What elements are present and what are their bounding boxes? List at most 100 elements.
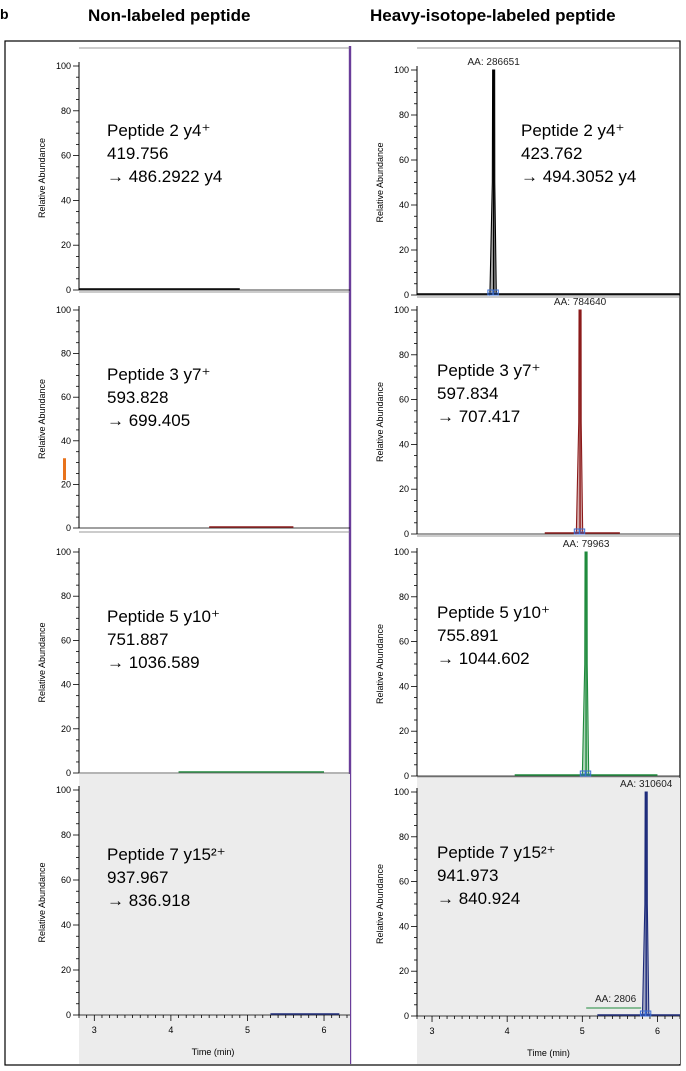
x-tick-label: 3 xyxy=(92,1025,97,1035)
peptide-annotation-line: → 1036.589 xyxy=(107,653,200,672)
y-tick-label: 40 xyxy=(61,920,71,930)
integration-marker xyxy=(645,1010,652,1017)
x-axis-label: Time (min) xyxy=(192,1047,235,1057)
y-axis-label: Relative Abundance xyxy=(37,622,47,702)
y-tick-label: 100 xyxy=(394,65,409,75)
y-tick-label: 0 xyxy=(404,771,409,781)
y-tick-label: 60 xyxy=(61,151,71,161)
integration-marker xyxy=(579,528,586,535)
y-tick-label: 80 xyxy=(399,592,409,602)
y-tick-label: 60 xyxy=(61,635,71,645)
peptide-annotation-line: 941.973 xyxy=(437,866,498,885)
shaded-region xyxy=(417,778,680,1064)
y-axis-label: Relative Abundance xyxy=(37,138,47,218)
y-tick-label: 20 xyxy=(61,240,71,250)
y-tick-label: 40 xyxy=(399,921,409,931)
chart-panel-right-1: 0 20 40 60 80 100 Relative Abundance AA: 286651… xyxy=(375,47,680,300)
peptide-annotation-line: → 699.405 xyxy=(107,411,190,430)
peptide-annotation-line: → 707.417 xyxy=(437,407,520,426)
y-tick-label: 80 xyxy=(399,832,409,842)
peptide-annotation-line: → 486.2922 y4 xyxy=(107,167,222,186)
aa-label: AA: 784640 xyxy=(554,297,607,308)
peptide-annotation-line: → 840.924 xyxy=(437,889,520,908)
y-tick-label: 40 xyxy=(399,681,409,691)
peptide-annotation-line: Peptide 3 y7⁺ xyxy=(107,365,211,384)
y-tick-label: 100 xyxy=(56,305,71,315)
y-tick-label: 60 xyxy=(399,395,409,405)
chart-panel-right-4: 0 20 40 60 80 100 Relative Abundance 3 4 5 6 Time (… xyxy=(375,776,681,1064)
peptide-annotation-line: Peptide 5 y10⁺ xyxy=(437,603,550,622)
y-tick-label: 40 xyxy=(61,195,71,205)
peptide-annotation-line: 593.828 xyxy=(107,388,168,407)
orange-marker xyxy=(63,458,66,481)
y-tick-label: 0 xyxy=(404,1011,409,1021)
y-tick-label: 20 xyxy=(61,965,71,975)
peptide-annotation-line: → 836.918 xyxy=(107,891,190,910)
y-tick-label: 100 xyxy=(394,547,409,557)
y-tick-label: 60 xyxy=(399,877,409,887)
y-tick-label: 20 xyxy=(399,726,409,736)
y-tick-label: 80 xyxy=(61,106,71,116)
y-axis-label: Relative Abundance xyxy=(375,382,385,462)
y-tick-label: 0 xyxy=(66,1010,71,1020)
y-tick-label: 40 xyxy=(399,200,409,210)
peptide-annotation-line: Peptide 5 y10⁺ xyxy=(107,607,220,626)
y-tick-label: 40 xyxy=(61,436,71,446)
chart-panel-left-3: 0 20 40 60 80 100 Relative Abundance Peptide 5 … xyxy=(37,531,350,778)
peptide-annotation-line: 419.756 xyxy=(107,144,168,163)
x-tick-label: 4 xyxy=(168,1025,173,1035)
y-tick-label: 80 xyxy=(61,830,71,840)
peptide-annotation-line: 751.887 xyxy=(107,630,168,649)
x-tick-label: 3 xyxy=(430,1026,435,1036)
x-tick-label: 6 xyxy=(322,1025,327,1035)
y-tick-label: 60 xyxy=(61,392,71,402)
y-axis-label: Relative Abundance xyxy=(37,379,47,459)
y-tick-label: 60 xyxy=(61,875,71,885)
y-tick-label: 0 xyxy=(66,285,71,295)
chromatogram-figure: 0 20 40 60 80 100 Relative Abundance Peptide 2 … xyxy=(4,40,681,1066)
aa-label: AA: 310604 xyxy=(620,779,673,790)
chart-panel-left-1: 0 20 40 60 80 100 Relative Abundance Peptide 2 … xyxy=(37,47,350,295)
shaded-region xyxy=(79,774,350,1064)
figure-border xyxy=(4,40,681,1066)
peptide-annotation-line: 937.967 xyxy=(107,868,168,887)
x-tick-label: 4 xyxy=(505,1026,510,1036)
y-tick-label: 80 xyxy=(399,110,409,120)
y-axis-label: Relative Abundance xyxy=(375,142,385,222)
y-tick-label: 20 xyxy=(61,724,71,734)
y-tick-label: 80 xyxy=(61,591,71,601)
chart-panel-left-4: 0 20 40 60 80 100 Relative Abundance 3 4 5 6 Time (… xyxy=(37,772,350,1064)
aa-label-secondary: AA: 2806 xyxy=(595,994,637,1005)
peptide-annotation-line: → 1044.602 xyxy=(437,649,530,668)
y-tick-label: 100 xyxy=(56,785,71,795)
aa-label: AA: 79963 xyxy=(563,539,610,550)
chart-panel-right-3: 0 20 40 60 80 100 Relative Abundance AA: 79963 P… xyxy=(375,535,680,781)
y-axis-label: Relative Abundance xyxy=(37,862,47,942)
y-tick-label: 0 xyxy=(404,290,409,300)
column-header-non-labeled: Non-labeled peptide xyxy=(88,6,251,25)
peptide-annotation-line: 597.834 xyxy=(437,384,498,403)
x-tick-label: 6 xyxy=(655,1026,660,1036)
y-tick-label: 20 xyxy=(61,479,71,489)
y-tick-label: 0 xyxy=(404,529,409,539)
peptide-annotation-line: Peptide 3 y7⁺ xyxy=(437,361,541,380)
peptide-annotation-line: Peptide 2 y4⁺ xyxy=(107,121,211,140)
column-header-heavy-labeled: Heavy-isotope-labeled peptide xyxy=(370,6,616,25)
x-tick-label: 5 xyxy=(580,1026,585,1036)
peptide-annotation-line: 423.762 xyxy=(521,144,582,163)
integration-marker xyxy=(585,770,592,777)
y-tick-label: 40 xyxy=(399,439,409,449)
chart-panel-right-2: 0 20 40 60 80 100 Relative Abundance AA: 784640… xyxy=(375,296,680,539)
y-tick-label: 100 xyxy=(56,61,71,71)
y-axis-label: Relative Abundance xyxy=(375,864,385,944)
y-tick-label: 20 xyxy=(399,966,409,976)
integration-marker xyxy=(492,289,499,296)
panel-letter: b xyxy=(0,6,9,22)
aa-label: AA: 286651 xyxy=(468,57,521,68)
y-tick-label: 0 xyxy=(66,523,71,533)
y-tick-label: 100 xyxy=(394,787,409,797)
peptide-annotation-line: Peptide 7 y15²⁺ xyxy=(107,845,226,864)
peptide-annotation-line: 755.891 xyxy=(437,626,498,645)
y-tick-label: 80 xyxy=(61,349,71,359)
